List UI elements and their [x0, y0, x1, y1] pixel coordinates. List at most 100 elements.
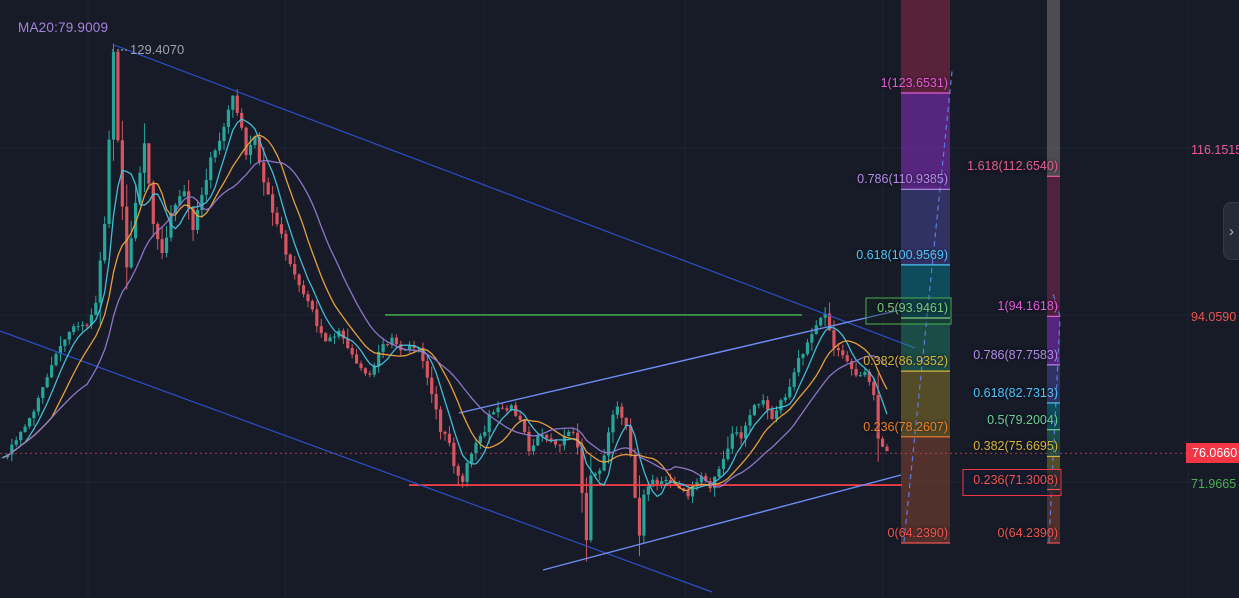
candle-body — [659, 481, 664, 485]
candle-body — [810, 334, 814, 343]
candle-body — [757, 404, 761, 406]
candle-body — [505, 408, 509, 411]
candle-body — [58, 345, 63, 354]
fib-trend-dashed-line — [903, 71, 953, 542]
candle-body — [863, 371, 867, 376]
candle-body — [19, 431, 23, 441]
candle-body — [14, 440, 18, 445]
candle-body — [213, 150, 217, 158]
ma-line-ma12 — [2, 134, 888, 492]
candle-body — [72, 326, 76, 333]
candle-body — [752, 405, 756, 416]
candle-body — [673, 481, 677, 486]
candle-body — [191, 208, 195, 231]
candle-body — [483, 431, 487, 436]
candle-body — [50, 365, 54, 378]
candle-body — [187, 191, 191, 209]
candle-body — [805, 342, 810, 355]
candle-body — [173, 204, 177, 214]
high-price-marker: 129.4070 — [112, 41, 184, 57]
candle-body — [801, 354, 805, 358]
candle-body — [726, 448, 730, 459]
high-marker-dotted-leader — [112, 48, 127, 51]
fib-band — [1047, 489, 1060, 543]
candle-body — [872, 381, 876, 396]
candle-body — [310, 301, 314, 310]
candle-body — [399, 344, 403, 351]
candle-body — [664, 479, 668, 482]
candle-body — [319, 326, 323, 334]
candle-body — [496, 407, 500, 413]
candle-body — [142, 143, 147, 173]
candle-body — [45, 377, 49, 388]
candle-body — [32, 411, 36, 419]
candle-body — [138, 172, 142, 203]
trendline-drawing[interactable] — [458, 309, 901, 414]
candle-body — [120, 140, 124, 207]
trendline-drawing[interactable] — [542, 474, 902, 571]
candle-body — [80, 324, 85, 327]
candle-body — [209, 157, 213, 181]
candle-body — [293, 264, 297, 275]
candle-body — [346, 338, 350, 349]
candle-body — [819, 317, 823, 326]
candle-body — [717, 469, 721, 477]
candle-body — [858, 375, 863, 377]
candle-body — [779, 400, 783, 411]
candle-body — [474, 442, 478, 454]
collapse-panel-tab[interactable]: › — [1223, 202, 1239, 260]
candle-body — [200, 194, 204, 210]
candle-body — [412, 345, 416, 349]
candle-body — [584, 492, 589, 541]
candle-body — [275, 212, 279, 225]
candle-body — [761, 400, 765, 405]
candle-body — [589, 475, 593, 541]
trendline-drawing[interactable] — [0, 330, 713, 593]
candle-body — [372, 365, 376, 375]
candle-body — [315, 309, 319, 327]
candle-body — [845, 355, 849, 362]
candle-body — [63, 339, 67, 346]
candle-body — [580, 447, 584, 493]
candle-body — [766, 400, 770, 410]
candle-body — [646, 486, 650, 495]
candle-body — [262, 162, 266, 183]
candle-body — [571, 431, 575, 433]
candle-body — [465, 463, 469, 482]
candle-body — [381, 344, 385, 352]
candle-body — [562, 436, 566, 446]
candle-body — [355, 354, 359, 364]
candle-body — [651, 479, 655, 487]
candle-body — [363, 368, 368, 374]
fib-band — [1047, 364, 1060, 403]
candle-body — [509, 405, 513, 411]
fib-selected-level-box[interactable] — [962, 469, 1062, 497]
ma-line-ma20 — [2, 159, 888, 488]
candle-body — [111, 51, 116, 140]
ma-line-ma6 — [2, 118, 888, 498]
candle-body — [328, 337, 332, 342]
candle-body — [668, 479, 673, 482]
fib-band — [1047, 316, 1060, 365]
candle-body — [359, 363, 363, 369]
candle-body — [425, 361, 429, 378]
fib-selected-level-box[interactable] — [865, 297, 952, 325]
candle-body — [377, 351, 381, 366]
candle-body — [854, 368, 858, 376]
candle-body — [134, 202, 138, 239]
candle-body — [350, 348, 354, 355]
candle-body — [385, 344, 390, 346]
candle-body — [10, 444, 14, 455]
trendline-drawing[interactable] — [113, 44, 916, 349]
fib-band — [1047, 402, 1060, 430]
candle-body — [633, 455, 637, 498]
candle-body — [164, 237, 169, 254]
candle-body — [98, 260, 102, 303]
candle-body — [655, 479, 659, 485]
candle-body — [403, 349, 407, 351]
candle-body — [240, 112, 244, 128]
candle-body — [682, 488, 686, 491]
candle-body — [469, 453, 474, 464]
candle-body — [739, 432, 743, 439]
